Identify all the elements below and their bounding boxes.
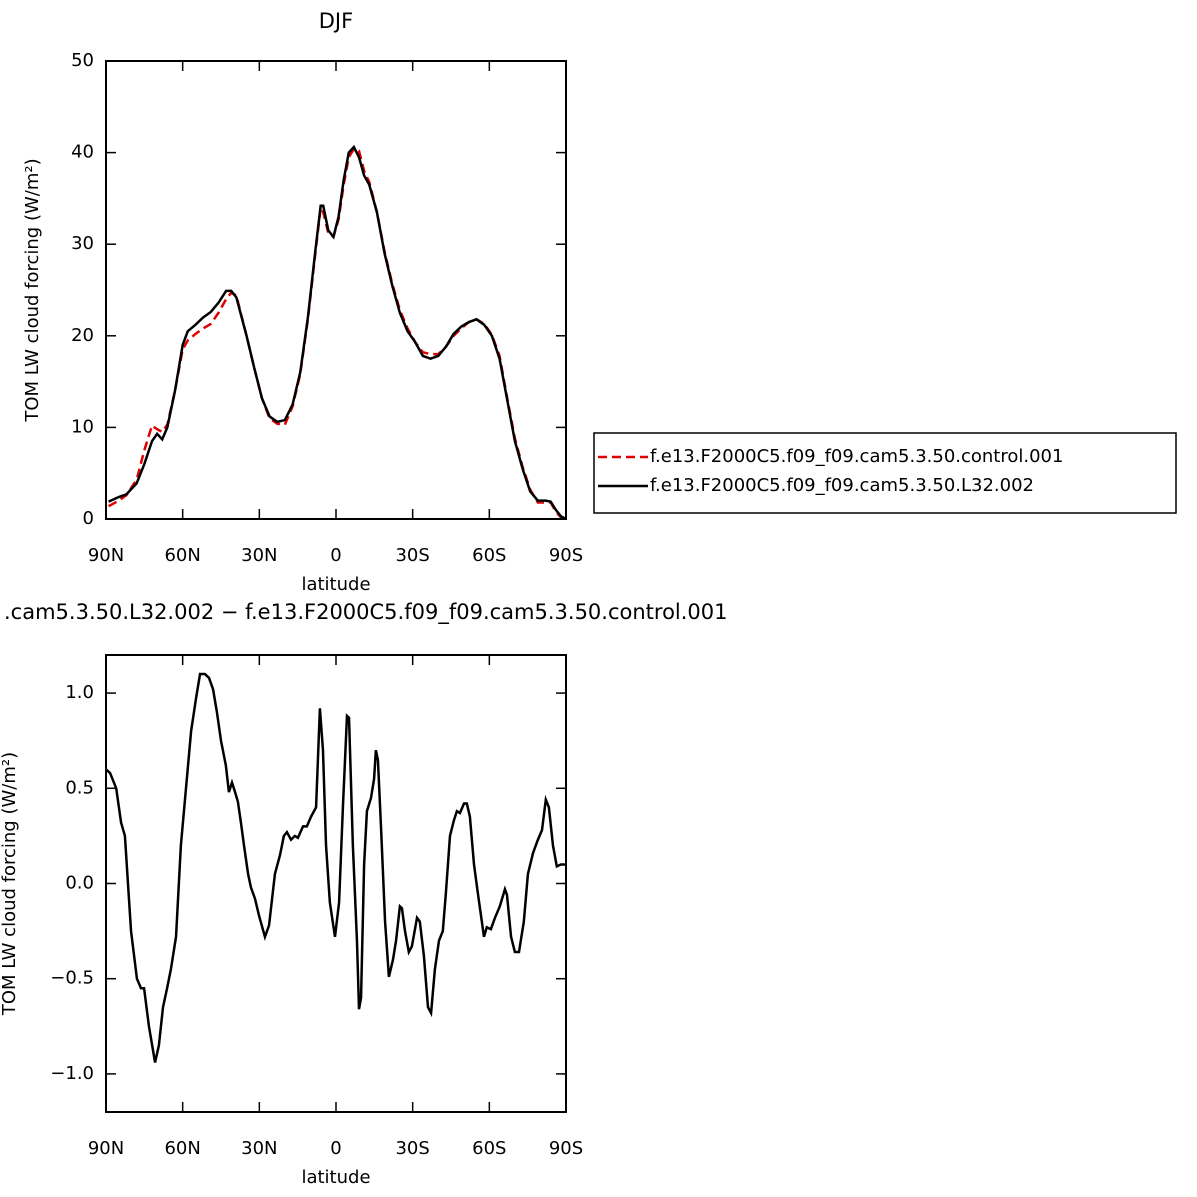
y-tick-label: 10 bbox=[71, 416, 94, 437]
x-tick-label: 30S bbox=[395, 545, 429, 566]
legend-label: f.e13.F2000C5.f09_f09.cam5.3.50.control.… bbox=[650, 446, 1063, 467]
y-tick-label: −0.5 bbox=[50, 968, 94, 989]
series-line bbox=[108, 144, 566, 519]
x-tick-label: 60S bbox=[472, 545, 506, 566]
x-tick-label: 0 bbox=[330, 545, 341, 566]
y-axis-label: TOM LW cloud forcing (W/m²) bbox=[0, 752, 20, 1016]
chart-title: DJF bbox=[319, 9, 353, 33]
y-tick-label: 40 bbox=[71, 142, 94, 163]
y-tick-label: −1.0 bbox=[50, 1063, 94, 1084]
x-tick-label: 60N bbox=[164, 545, 200, 566]
x-tick-label: 30S bbox=[395, 1138, 429, 1159]
x-tick-label: 90N bbox=[88, 1138, 124, 1159]
y-axis-label: TOM LW cloud forcing (W/m²) bbox=[22, 158, 43, 422]
x-tick-label: 90S bbox=[549, 1138, 583, 1159]
y-tick-label: 30 bbox=[71, 233, 94, 254]
x-tick-label: 60N bbox=[164, 1138, 200, 1159]
x-tick-label: 90N bbox=[88, 545, 124, 566]
plot-frame bbox=[105, 654, 567, 1113]
y-tick-label: 1.0 bbox=[65, 682, 94, 703]
plot-frame bbox=[105, 60, 567, 520]
chart-title: .cam5.3.50.L32.002 − f.e13.F2000C5.f09_f… bbox=[4, 600, 728, 625]
legend-label: f.e13.F2000C5.f09_f09.cam5.3.50.L32.002 bbox=[650, 475, 1034, 496]
y-tick-label: 0.5 bbox=[65, 777, 94, 798]
x-axis-label: latitude bbox=[301, 1167, 370, 1188]
x-tick-label: 30N bbox=[241, 1138, 277, 1159]
series-line bbox=[106, 672, 566, 1063]
y-tick-label: 50 bbox=[71, 50, 94, 71]
y-tick-label: 20 bbox=[71, 325, 94, 346]
x-tick-label: 0 bbox=[330, 1138, 341, 1159]
x-tick-label: 90S bbox=[549, 545, 583, 566]
x-tick-label: 60S bbox=[472, 1138, 506, 1159]
x-axis-label: latitude bbox=[301, 574, 370, 595]
y-tick-label: 0 bbox=[83, 508, 94, 529]
y-tick-label: 0.0 bbox=[65, 873, 94, 894]
x-tick-label: 30N bbox=[241, 545, 277, 566]
plot-area bbox=[106, 61, 566, 519]
plot-area bbox=[106, 655, 566, 1112]
legend-box bbox=[593, 432, 1177, 514]
